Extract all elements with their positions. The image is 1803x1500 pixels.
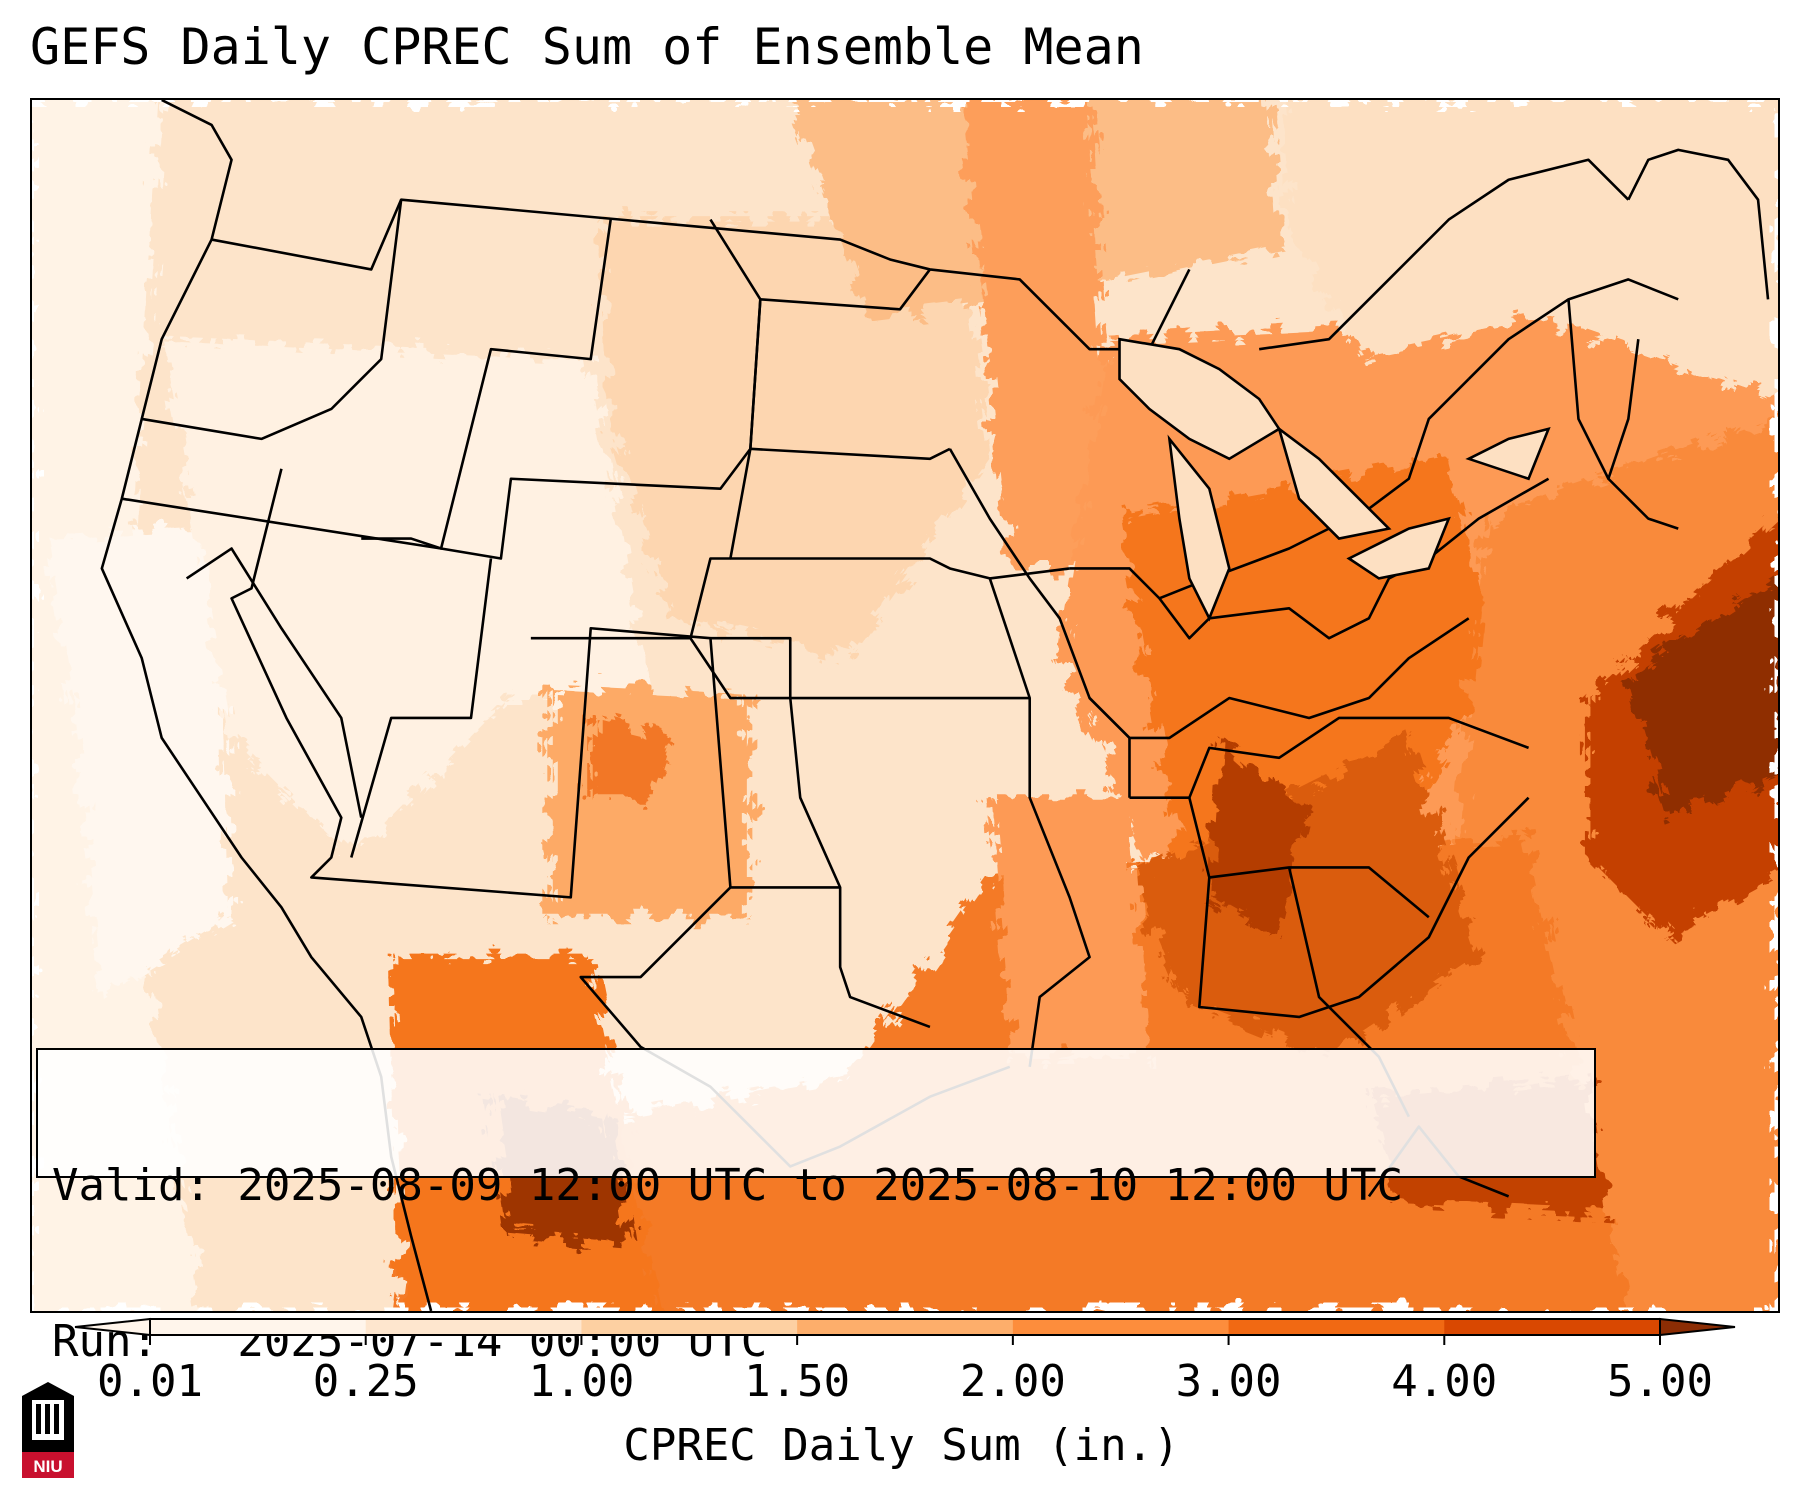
colorbar-over-arrow [1659,1317,1736,1337]
colorbar-tick-label: 2.00 [959,1356,1066,1407]
colorbar-tick-label: 3.00 [1175,1356,1282,1407]
colorbar-segments [150,1319,1661,1335]
colorbar-tick-label: 0.01 [97,1356,203,1407]
valid-line: Valid: 2025-08-09 12:00 UTC to 2025-08-1… [52,1160,1404,1211]
niu-logo: NIU [22,1382,74,1478]
colorbar-segment [1444,1319,1661,1335]
colorbar-tick-label: 0.25 [312,1356,419,1407]
colorbar-segment [150,1319,367,1335]
colorbar-segment [1012,1319,1230,1335]
great-lakes [1118,337,1551,622]
colorbar-segment [797,1319,1014,1335]
colorbar-outline [149,1318,1661,1336]
svg-text:NIU: NIU [33,1457,62,1476]
colorbar-ticks [149,1335,1661,1345]
colorbar-tick-label: 5.00 [1607,1356,1713,1407]
colorbar-segment [581,1319,798,1335]
colorbar-segment [1228,1319,1445,1335]
colorbar-segment [365,1319,582,1335]
colorbar-under-arrow [74,1317,151,1337]
colorbar-tick-label: 1.50 [744,1356,851,1407]
colorbar-label: CPREC Daily Sum (in.) [623,1420,1180,1471]
colorbar-tick-label: 1.00 [528,1356,635,1407]
map-title: GEFS Daily CPREC Sum of Ensemble Mean [30,18,1144,76]
colorbar [74,1317,1736,1345]
colorbar-tick-label: 4.00 [1391,1356,1498,1407]
valid-time-box: Valid: 2025-08-09 12:00 UTC to 2025-08-1… [36,1048,1596,1367]
